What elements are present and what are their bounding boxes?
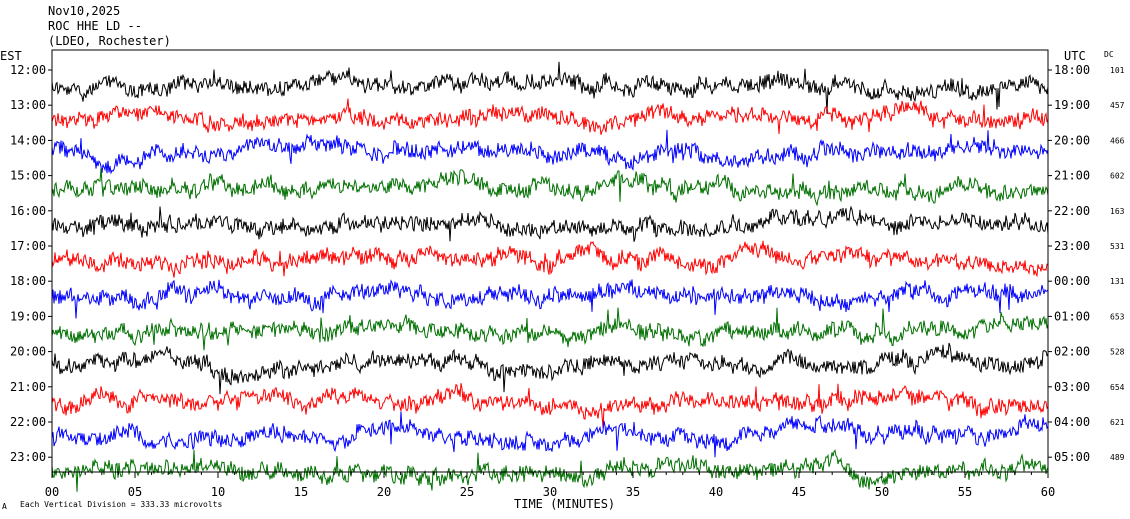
utc-hour-label: 01:00 bbox=[1054, 309, 1090, 323]
utc-hour-label: 19:00 bbox=[1054, 98, 1090, 112]
x-tick-label: 25 bbox=[460, 485, 474, 499]
station-channel: ROC HHE LD -- bbox=[48, 19, 142, 33]
x-tick-label: 35 bbox=[626, 485, 640, 499]
est-hour-label: 14:00 bbox=[10, 133, 46, 147]
x-tick-label: 15 bbox=[294, 485, 308, 499]
trace-layer bbox=[51, 61, 1049, 492]
seismic-trace bbox=[51, 240, 1049, 278]
x-tick-label: 20 bbox=[377, 485, 391, 499]
dc-value: 602 bbox=[1110, 172, 1125, 181]
x-tick-label: 05 bbox=[128, 485, 142, 499]
dc-value: 457 bbox=[1110, 101, 1125, 110]
utc-axis-label: UTC bbox=[1064, 49, 1086, 63]
x-tick-label: 60 bbox=[1041, 485, 1055, 499]
est-hour-label: 21:00 bbox=[10, 380, 46, 394]
label-layer: 12:00 18:00 101 13:00 19:00 457 14:00 20:00 466 1… bbox=[10, 63, 1125, 499]
x-tick-label: 00 bbox=[45, 485, 59, 499]
tick-layer bbox=[48, 69, 1052, 478]
seismic-trace bbox=[51, 98, 1049, 135]
plot-date: Nov10,2025 bbox=[48, 4, 121, 18]
utc-hour-label: 00:00 bbox=[1054, 274, 1090, 288]
est-hour-label: 18:00 bbox=[10, 274, 46, 288]
est-hour-label: 12:00 bbox=[10, 63, 46, 77]
footer-glyph: A bbox=[2, 502, 7, 511]
utc-hour-label: 02:00 bbox=[1054, 345, 1090, 359]
seismic-trace bbox=[51, 383, 1049, 428]
dc-value: 163 bbox=[1110, 207, 1125, 216]
utc-hour-label: 21:00 bbox=[1054, 169, 1090, 183]
dc-value: 531 bbox=[1110, 242, 1125, 251]
dc-value: 653 bbox=[1110, 312, 1125, 321]
dc-value: 489 bbox=[1110, 453, 1125, 462]
dc-value: 654 bbox=[1110, 383, 1125, 392]
dc-column-label: DC bbox=[1104, 50, 1114, 59]
x-tick-label: 10 bbox=[211, 485, 225, 499]
utc-hour-label: 22:00 bbox=[1054, 204, 1090, 218]
seismic-trace bbox=[51, 168, 1049, 207]
seismic-trace bbox=[51, 205, 1049, 242]
scale-note: Each Vertical Division = 333.33 microvol… bbox=[20, 500, 223, 509]
est-hour-label: 22:00 bbox=[10, 415, 46, 429]
seismic-trace bbox=[51, 411, 1049, 458]
est-hour-label: 23:00 bbox=[10, 450, 46, 464]
network-name: (LDEO, Rochester) bbox=[48, 34, 171, 48]
est-hour-label: 16:00 bbox=[10, 204, 46, 218]
est-axis-label: EST bbox=[0, 49, 22, 63]
est-hour-label: 13:00 bbox=[10, 98, 46, 112]
seismic-trace bbox=[51, 129, 1049, 175]
est-hour-label: 20:00 bbox=[10, 345, 46, 359]
dc-value: 621 bbox=[1110, 418, 1125, 427]
x-tick-label: 40 bbox=[709, 485, 723, 499]
seismic-trace bbox=[51, 342, 1049, 395]
x-tick-label: 45 bbox=[792, 485, 806, 499]
utc-hour-label: 04:00 bbox=[1054, 415, 1090, 429]
seismic-trace bbox=[51, 61, 1049, 114]
x-tick-label: 55 bbox=[958, 485, 972, 499]
utc-hour-label: 18:00 bbox=[1054, 63, 1090, 77]
seismic-trace bbox=[51, 279, 1049, 319]
dc-value: 101 bbox=[1110, 66, 1125, 75]
x-tick-label: 50 bbox=[875, 485, 889, 499]
x-tick-label: 30 bbox=[543, 485, 557, 499]
utc-hour-label: 23:00 bbox=[1054, 239, 1090, 253]
utc-hour-label: 03:00 bbox=[1054, 380, 1090, 394]
seismic-trace bbox=[51, 449, 1049, 492]
dc-value: 131 bbox=[1110, 277, 1125, 286]
utc-hour-label: 20:00 bbox=[1054, 133, 1090, 147]
est-hour-label: 17:00 bbox=[10, 239, 46, 253]
dc-value: 528 bbox=[1110, 348, 1125, 357]
dc-value: 466 bbox=[1110, 136, 1125, 145]
est-hour-label: 15:00 bbox=[10, 169, 46, 183]
utc-hour-label: 05:00 bbox=[1054, 450, 1090, 464]
seismic-trace bbox=[51, 307, 1049, 351]
x-axis-label: TIME (MINUTES) bbox=[514, 497, 615, 511]
est-hour-label: 19:00 bbox=[10, 309, 46, 323]
